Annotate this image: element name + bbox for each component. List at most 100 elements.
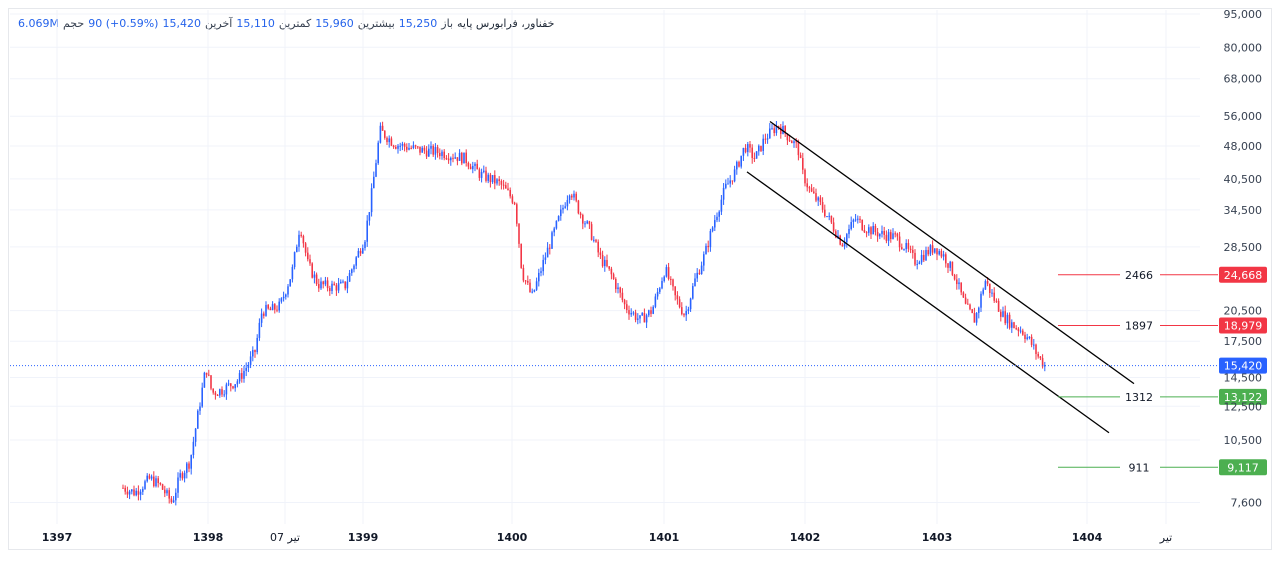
candle-body: [685, 310, 687, 316]
candle-body: [223, 394, 225, 396]
candle-body: [1030, 336, 1033, 345]
candle-body: [307, 252, 309, 260]
candle-body: [212, 388, 214, 393]
candle-body: [375, 163, 377, 177]
candle-body: [579, 213, 582, 216]
candle-body: [201, 387, 203, 407]
candle-body: [414, 145, 417, 147]
candle-body: [311, 263, 313, 278]
candle-body: [535, 281, 538, 290]
candle-body: [964, 297, 967, 304]
candle-body: [538, 272, 540, 282]
candle-body: [1035, 344, 1037, 354]
candle-body: [1041, 358, 1044, 367]
candle-body: [788, 140, 791, 142]
candle-body: [659, 288, 661, 292]
candle-body: [164, 489, 166, 494]
candle-body: [610, 268, 613, 275]
channel-line: [746, 171, 1110, 434]
y-tick-label: 14,500: [1224, 372, 1263, 385]
candle-body: [595, 239, 597, 242]
candle-body: [927, 250, 929, 255]
candle-body: [857, 218, 859, 220]
candle-body: [566, 200, 569, 207]
candle-body: [973, 313, 976, 323]
candle-body: [795, 141, 797, 143]
candle-body: [516, 204, 518, 224]
candle-body: [507, 188, 509, 191]
level-badge: [1219, 266, 1267, 283]
candle-body: [597, 241, 599, 253]
candle-body: [929, 245, 932, 255]
candle-body: [480, 171, 483, 178]
candle-body: [887, 232, 890, 241]
candle-body: [278, 301, 280, 311]
candle-body: [722, 187, 725, 200]
candle-body: [344, 281, 346, 289]
candle-body: [474, 163, 476, 166]
volume-value: 6.069M: [18, 16, 59, 30]
candle-body: [1024, 334, 1026, 339]
candle-body: [621, 292, 624, 300]
candle-body: [170, 498, 173, 503]
candle-body: [744, 147, 747, 153]
candle-body: [780, 127, 782, 134]
candle-body: [243, 370, 245, 379]
candle-body: [925, 250, 927, 261]
x-tick-label: 07 تیر: [270, 531, 300, 544]
candle-body: [232, 386, 234, 389]
candle-body: [494, 175, 496, 184]
candle-body: [654, 296, 657, 307]
candle-body: [711, 227, 714, 232]
candle-body: [269, 308, 272, 311]
candle-body: [641, 313, 643, 316]
y-tick-label: 40,500: [1224, 173, 1263, 186]
candle-body: [663, 276, 665, 281]
candle-body: [971, 309, 973, 314]
last-label: آخرین: [204, 16, 233, 30]
candle-body: [1028, 336, 1031, 338]
candle-body: [168, 490, 170, 499]
candle-body: [606, 259, 608, 267]
candle-body: [577, 200, 580, 214]
candle-body: [762, 138, 764, 151]
candle-body: [379, 125, 382, 143]
candle-body: [670, 278, 672, 280]
last-price-label: 15,420: [1224, 360, 1263, 373]
candle-body: [742, 147, 745, 156]
candle-body: [839, 235, 841, 245]
candle-body: [513, 202, 516, 205]
level-badge-label: 9,117: [1227, 461, 1259, 474]
candle-body: [727, 183, 729, 185]
candle-body: [903, 249, 905, 251]
candle-body: [1008, 314, 1011, 328]
candle-body: [630, 312, 632, 315]
candle-body: [469, 166, 472, 170]
candle-body: [355, 257, 357, 266]
candle-body: [410, 147, 412, 149]
level-label: 1897: [1125, 319, 1153, 332]
candle-body: [357, 250, 360, 258]
candle-body: [637, 318, 639, 320]
candle-body: [623, 299, 626, 305]
candle-body: [179, 473, 181, 478]
grid-lines: [10, 10, 1200, 524]
candle-body: [590, 224, 593, 240]
candle-body: [544, 257, 547, 260]
candle-body: [142, 488, 144, 492]
candle-body: [331, 283, 333, 292]
candle-body: [557, 216, 560, 221]
candle-body: [716, 216, 718, 221]
candle-body: [898, 236, 901, 248]
candle-body: [247, 364, 250, 368]
candle-body: [601, 254, 604, 267]
candle-body: [797, 142, 800, 156]
candle-body: [564, 206, 566, 208]
candle-body: [1026, 337, 1028, 339]
candle-body: [432, 145, 434, 155]
candle-body: [681, 307, 683, 315]
candle-body: [692, 286, 694, 299]
candle-body: [234, 384, 236, 389]
y-tick-label: 12,500: [1224, 400, 1263, 413]
